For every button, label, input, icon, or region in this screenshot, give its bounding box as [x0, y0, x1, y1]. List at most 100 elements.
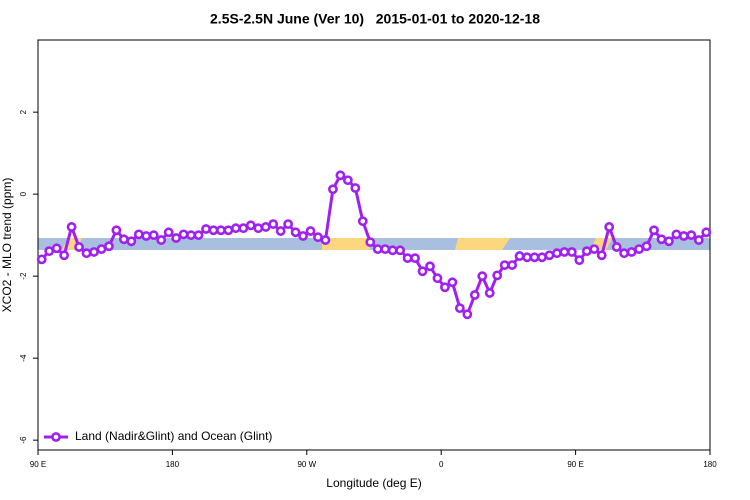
data-point — [36, 254, 47, 265]
data-point — [626, 247, 637, 257]
data-point — [328, 184, 338, 195]
data-point — [596, 250, 607, 261]
data-point — [59, 250, 70, 261]
data-point — [365, 237, 376, 248]
data-point — [245, 220, 256, 231]
y-axis-label: XCO2 - MLO trend (ppm) — [0, 178, 14, 313]
plot-frame — [37, 39, 711, 451]
legend-marker — [51, 432, 61, 442]
x-tick-label: 0 — [439, 460, 444, 469]
chart-title: 2.5S-2.5N June (Ver 10) 2015-01-01 to 20… — [210, 11, 540, 27]
data-point — [171, 233, 182, 243]
data-point — [223, 225, 234, 236]
data-point — [492, 270, 503, 281]
data-point — [395, 245, 406, 256]
data-point — [305, 226, 316, 236]
data-point — [96, 244, 107, 254]
legend-label: Land (Nadir&Glint) and Ocean (Glint) — [75, 429, 272, 443]
data-point — [440, 282, 450, 293]
y-tick-label: 2 — [19, 109, 28, 114]
data-point — [342, 175, 353, 186]
data-point — [678, 231, 689, 241]
data-point — [664, 236, 674, 247]
data-point — [462, 309, 473, 320]
data-point — [283, 219, 294, 229]
data-point — [447, 277, 458, 288]
data-point — [484, 288, 495, 298]
data-point — [178, 229, 189, 240]
data-point — [66, 222, 77, 232]
data-point — [432, 273, 443, 284]
data-point — [454, 303, 465, 314]
data-point — [619, 248, 630, 259]
data-point — [417, 266, 428, 277]
data-point — [507, 260, 518, 270]
data-point — [216, 225, 226, 236]
data-point — [208, 225, 219, 236]
data-point — [313, 232, 323, 243]
y-tick-label: 0 — [19, 191, 28, 196]
data-point — [268, 219, 279, 229]
data-point — [499, 260, 510, 270]
x-tick-label: 90 E — [30, 460, 46, 469]
data-point — [193, 230, 204, 241]
y-tick-label: -2 — [19, 272, 28, 280]
data-point — [566, 247, 577, 257]
data-point — [74, 242, 84, 252]
data-point — [686, 230, 697, 241]
data-point — [387, 245, 398, 256]
data-point — [163, 227, 174, 238]
data-point — [671, 229, 682, 240]
data-point — [402, 253, 413, 264]
x-tick-label: 90 E — [567, 460, 583, 469]
data-point — [320, 235, 331, 245]
data-point — [156, 235, 167, 245]
data-point — [253, 223, 264, 234]
data-point — [372, 244, 383, 254]
x-tick-label: 90 W — [297, 460, 316, 469]
data-point — [425, 261, 435, 272]
y-tick-label: -4 — [19, 354, 28, 362]
data-point — [186, 230, 196, 241]
data-point — [469, 290, 480, 300]
data-point — [693, 235, 704, 245]
data-point — [589, 244, 600, 254]
data-point — [335, 170, 346, 181]
data-point — [238, 223, 249, 234]
data-point — [133, 229, 144, 240]
data-point — [649, 225, 659, 236]
x-tick-label: 180 — [166, 460, 180, 469]
x-tick-label: 180 — [703, 460, 717, 469]
data-point — [104, 241, 114, 252]
data-point — [581, 246, 592, 257]
data-point — [44, 246, 55, 257]
data-point — [126, 236, 137, 247]
data-point — [574, 255, 585, 266]
data-point — [141, 231, 152, 241]
data-point — [514, 251, 525, 261]
data-point — [522, 252, 532, 263]
data-point — [350, 183, 361, 193]
band-ocean — [322, 238, 370, 250]
band-ocean — [455, 238, 510, 250]
data-point — [604, 222, 615, 232]
data-point — [201, 224, 211, 234]
data-point — [559, 247, 570, 257]
data-point — [275, 226, 286, 236]
data-point — [544, 250, 555, 261]
data-point — [529, 252, 540, 263]
x-axis-label: Longitude (deg E) — [326, 476, 421, 490]
data-point — [357, 216, 368, 227]
data-point — [701, 227, 712, 238]
data-point — [380, 244, 391, 254]
data-point — [230, 223, 241, 234]
data-point — [552, 248, 562, 259]
data-point — [656, 234, 667, 245]
data-point — [89, 247, 99, 257]
data-point — [410, 253, 420, 264]
data-point — [81, 248, 92, 259]
data-point — [111, 225, 122, 236]
data-point — [260, 222, 271, 232]
data-point — [537, 252, 547, 263]
y-tick-label: -6 — [19, 436, 28, 444]
